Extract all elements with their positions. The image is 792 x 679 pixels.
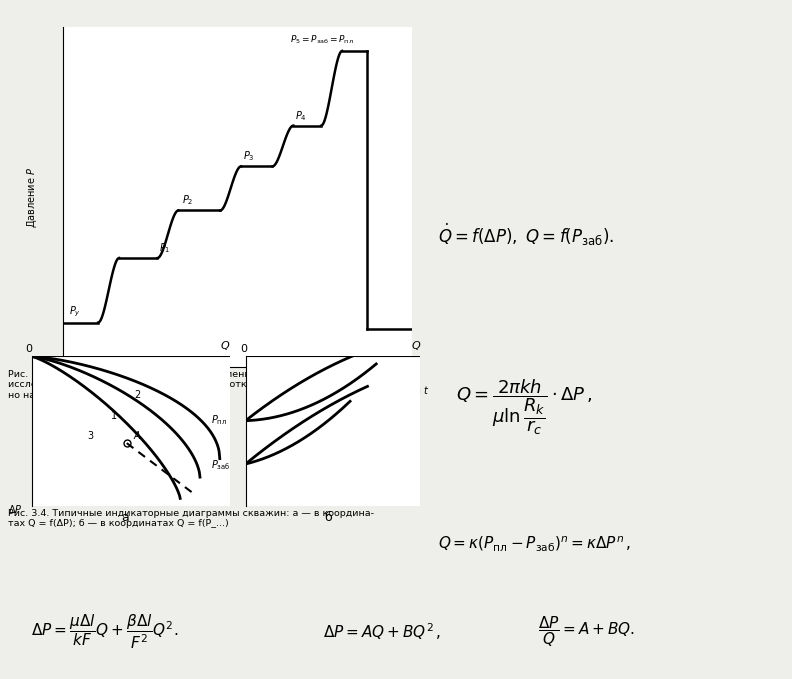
Text: $\Delta P = AQ + BQ^2\,,$: $\Delta P = AQ + BQ^2\,,$ <box>323 621 441 642</box>
Text: Время $t$: Время $t$ <box>388 384 429 398</box>
Text: $P_y$: $P_y$ <box>69 304 81 319</box>
Text: б: б <box>324 511 332 524</box>
Text: $Q = \kappa \left(P_{\text{пл}} - P_{\text{заб}}\right)^n = \kappa\Delta P^n\,,$: $Q = \kappa \left(P_{\text{пл}} - P_{\te… <box>438 534 631 553</box>
Text: $Q = \dfrac{2\pi k h}{\mu \ln \dfrac{R_k}{r_c}} \cdot \Delta P\,,$: $Q = \dfrac{2\pi k h}{\mu \ln \dfrac{R_k… <box>456 378 593 437</box>
Text: $P_2$: $P_2$ <box>182 194 193 208</box>
Text: $P_5 = P_{\text{заб}} = P_{\text{пл}}$: $P_5 = P_{\text{заб}} = P_{\text{пл}}$ <box>290 33 353 46</box>
Text: $P_3$: $P_3$ <box>243 149 254 164</box>
Text: 0: 0 <box>406 372 413 382</box>
Text: а: а <box>121 511 128 524</box>
Text: Давление $P$: Давление $P$ <box>25 166 39 227</box>
Text: $P_{\text{пл}}$: $P_{\text{пл}}$ <box>211 414 227 428</box>
Text: $\Delta P = \dfrac{\mu \Delta l}{kF} Q + \dfrac{\beta \Delta l}{F^2} Q^2.$: $\Delta P = \dfrac{\mu \Delta l}{kF} Q +… <box>31 612 178 650</box>
Text: $P_4$: $P_4$ <box>295 109 307 123</box>
Text: $Q$: $Q$ <box>411 339 421 352</box>
Text: $\dot{Q} = f(\Delta P),\ Q = f(P_{\text{заб}}).$: $\dot{Q} = f(\Delta P),\ Q = f(P_{\text{… <box>438 222 615 248</box>
Text: 2: 2 <box>135 390 141 401</box>
Text: 0: 0 <box>240 344 247 354</box>
Text: $\dfrac{\Delta P}{Q} = A + BQ.$: $\dfrac{\Delta P}{Q} = A + BQ.$ <box>539 614 635 649</box>
Text: 3: 3 <box>87 430 93 441</box>
Text: $\Delta P$: $\Delta P$ <box>8 503 22 515</box>
Text: Рис. 3.4. Типичные индикаторные диаграммы скважин: а — в координа-
тах Q = f(ΔP): Рис. 3.4. Типичные индикаторные диаграмм… <box>8 509 374 528</box>
Text: 1: 1 <box>111 411 117 421</box>
Text: $Q$: $Q$ <box>219 339 230 352</box>
Text: $A$: $A$ <box>132 428 141 441</box>
Text: $P_{\text{заб}}$: $P_{\text{заб}}$ <box>211 458 230 473</box>
Text: 0: 0 <box>26 344 32 354</box>
Text: $P_1$: $P_1$ <box>159 241 171 255</box>
Text: Рис. 3.3. Бланк регистрации забойного давления геликсным манометром при
исследов: Рис. 3.3. Бланк регистрации забойного да… <box>8 370 402 400</box>
Text: 0: 0 <box>58 372 65 382</box>
